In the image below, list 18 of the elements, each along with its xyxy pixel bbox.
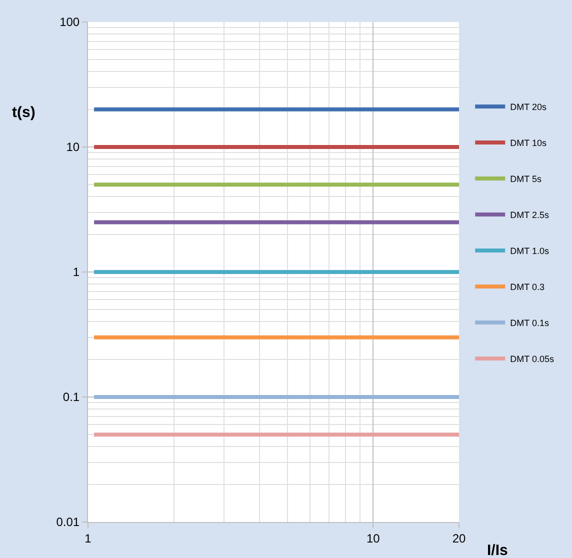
legend-label: DMT 5s [510, 174, 542, 184]
legend-label: DMT 10s [510, 138, 547, 148]
x-tick-label: 1 [84, 531, 92, 546]
x-tick-label: 10 [366, 531, 380, 546]
legend-label: DMT 20s [510, 102, 547, 112]
legend-label: DMT 0.1s [510, 318, 550, 328]
legend-label: DMT 0.05s [510, 354, 554, 364]
legend-label: DMT 1.0s [510, 246, 550, 256]
x-tick-label: 20 [452, 531, 466, 546]
y-tick-label: 0.1 [62, 390, 80, 404]
y-tick-label: 0.01 [56, 515, 80, 530]
y-tick-label: 10 [66, 140, 80, 154]
y-tick-label: 1 [72, 265, 80, 280]
legend-label: DMT 2.5s [510, 210, 550, 220]
y-tick-label: 100 [60, 15, 80, 30]
y-axis-title: t(s) [12, 104, 36, 121]
x-axis-title: I/Is [487, 542, 508, 558]
legend-label: DMT 0.3 [510, 282, 544, 292]
